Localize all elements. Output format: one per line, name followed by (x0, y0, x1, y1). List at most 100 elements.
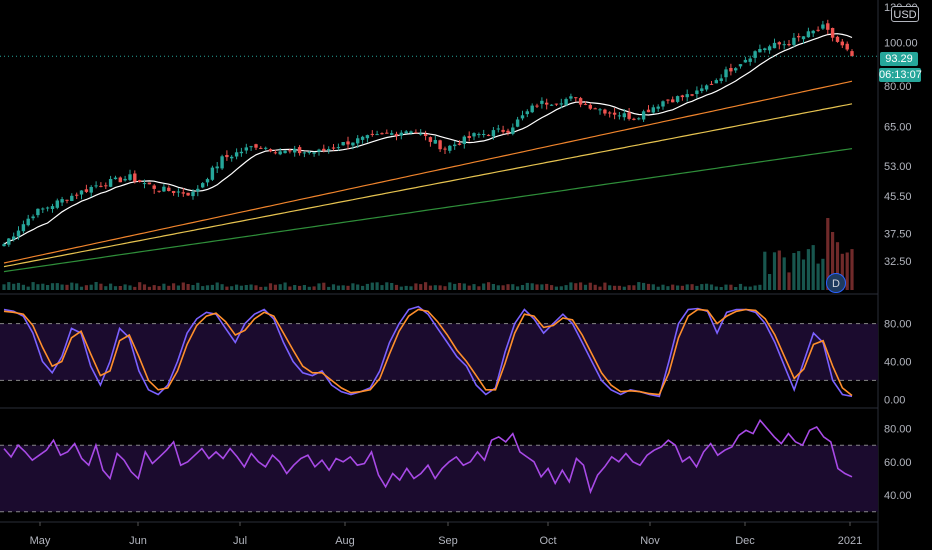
candle-body (763, 48, 767, 50)
candle-body (331, 147, 336, 149)
volume-bar (467, 285, 471, 290)
candle-body (501, 129, 505, 132)
candle-body (729, 68, 733, 72)
candle-body (666, 99, 670, 101)
time-axis[interactable]: May Jun Jul Aug Sep Oct Nov Dec 2021 (30, 522, 863, 547)
volume-bar (831, 232, 835, 290)
volume-bar (666, 286, 670, 290)
rsi-pane[interactable] (0, 418, 878, 513)
volume-bar (70, 282, 74, 290)
volume-bar (341, 285, 345, 290)
candle-body (525, 111, 529, 115)
candle-body (448, 145, 452, 151)
volume-bar (394, 284, 399, 290)
volume-bar (7, 282, 11, 290)
candle-body (782, 44, 786, 46)
candle-body (506, 130, 510, 133)
volume-bar (12, 283, 16, 290)
candle-body (472, 133, 476, 137)
volume-bar (622, 286, 626, 290)
volume-bar (588, 282, 592, 290)
volume-bar (424, 282, 428, 290)
candle-body (322, 148, 326, 151)
time-tick-label: 2021 (838, 535, 862, 547)
candle-body (569, 96, 573, 99)
candle-body (75, 194, 79, 196)
candle-body (394, 133, 399, 136)
candle-body (12, 236, 16, 240)
candle-body (801, 36, 806, 40)
volume-bar (409, 286, 413, 290)
volume-bar (714, 286, 718, 290)
candle-body (806, 31, 811, 38)
price-tick-label: 80.00 (884, 81, 912, 93)
currency-button[interactable]: USD (891, 6, 919, 22)
candle-body (632, 118, 636, 120)
volume-bar (239, 285, 243, 290)
candle-body (288, 150, 292, 152)
candle-body (419, 133, 423, 135)
moving-average-ema_mid (3, 80, 853, 264)
volume-bar (302, 285, 306, 290)
volume-bar (351, 283, 355, 290)
volume-bar (365, 283, 369, 290)
volume-bar (797, 251, 801, 290)
candle-body (845, 43, 849, 50)
candle-body (94, 185, 98, 187)
candle-body (549, 104, 554, 106)
candle-body (244, 147, 248, 151)
volume-bar (777, 250, 781, 290)
time-tick-label: Jun (129, 535, 147, 547)
candle-body (622, 113, 626, 118)
candle-body (467, 136, 471, 138)
candle-body (695, 90, 699, 94)
volume-bar (399, 286, 403, 290)
candle-body (777, 42, 781, 45)
candle-body (758, 49, 762, 53)
time-tick-label: Sep (438, 535, 458, 547)
price-axis[interactable]: 120.00100.0080.0065.0053.0045.5037.5032.… (884, 2, 918, 502)
candle-body (486, 134, 491, 136)
volume-bar (637, 282, 641, 290)
candle-body (201, 183, 205, 188)
candle-body (734, 68, 738, 71)
candle-body (719, 78, 723, 81)
volume-bar (380, 285, 384, 290)
candle-body (423, 134, 428, 136)
candle-body (457, 143, 462, 145)
price-tick-label: 32.50 (884, 256, 912, 268)
candle-body (351, 142, 355, 146)
dividend-marker[interactable]: D (826, 273, 846, 293)
price-pane[interactable] (0, 19, 878, 290)
volume-bar (792, 253, 796, 290)
price-tick-label: 45.50 (884, 191, 912, 203)
candle-body (181, 192, 185, 194)
candle-body (84, 189, 89, 192)
volume-bar (278, 284, 282, 290)
candle-body (162, 186, 166, 192)
candle-body (41, 208, 45, 210)
volume-bar (845, 252, 849, 290)
volume-bar (782, 257, 786, 290)
volume-bar (477, 286, 481, 290)
volume-bar (283, 282, 287, 290)
volume-bar (118, 286, 122, 290)
volume-bar (525, 282, 529, 290)
candle-body (259, 147, 263, 149)
volume-bar (758, 284, 762, 290)
volume-bar (254, 285, 258, 290)
volume-bar (375, 282, 379, 290)
candle-body (215, 166, 219, 169)
volume-bar (50, 283, 55, 290)
candle-body (249, 146, 253, 148)
volume-bar (65, 284, 69, 290)
candle-body (520, 115, 525, 119)
candle-body (496, 128, 500, 130)
stochastic-pane[interactable] (0, 305, 878, 398)
volume-bar (511, 284, 515, 290)
volume-bar (608, 285, 612, 290)
volume-bar (147, 286, 151, 290)
candle-body (840, 41, 844, 46)
volume-bar (191, 285, 195, 290)
